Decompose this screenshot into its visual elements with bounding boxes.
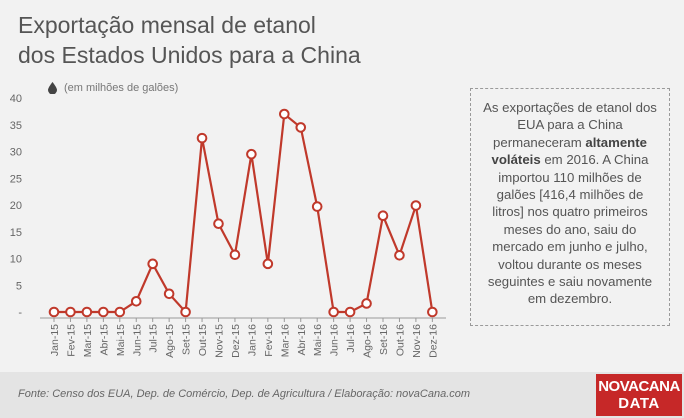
annotation-bold: altamente voláteis [491, 134, 647, 168]
y-tick-label: 5 [16, 280, 22, 292]
unit-label: (em milhões de galões) [48, 82, 178, 94]
annotation-text-1: As exportações de etanol dos EUA para a … [483, 100, 657, 150]
data-point [344, 306, 356, 318]
x-tick-label: Ago-15 [164, 324, 176, 358]
data-point [427, 306, 438, 318]
x-tick-label: Nov-15 [214, 324, 226, 358]
y-tick-label: 30 [10, 147, 22, 159]
y-tick-label: 25 [10, 173, 22, 185]
chart-title-line1: Exportação mensal de etanol [18, 12, 316, 38]
data-point [394, 249, 405, 261]
x-tick-label: Ago-16 [362, 324, 374, 358]
data-point [279, 108, 290, 120]
y-tick-label: 10 [10, 254, 22, 266]
data-point [246, 148, 257, 160]
data-point [180, 306, 191, 318]
unit-label-text: (em milhões de galões) [64, 82, 179, 94]
x-tick-label: Mar-15 [82, 324, 94, 357]
data-point [262, 258, 274, 270]
y-tick-label: 15 [10, 227, 22, 239]
novacana-logo: NOVACANA DATA [596, 374, 682, 416]
data-point [48, 306, 60, 318]
data-point [295, 122, 307, 133]
x-tick-label: Nov-16 [411, 324, 423, 358]
series-line [54, 112, 434, 314]
chart-title: Exportação mensal de etanol dos Estados … [18, 10, 458, 70]
data-point [65, 306, 76, 318]
x-tick-label: Set-16 [378, 324, 390, 355]
data-point [163, 288, 175, 300]
x-tick-label: Dez-16 [427, 324, 439, 358]
annotation-text-2: em 2016. A China importou 110 milhões de… [487, 152, 653, 307]
x-tick-label: Jun-16 [329, 324, 341, 356]
x-tick-label: Mai-16 [312, 324, 324, 356]
data-point [130, 296, 142, 307]
x-tick-label: Set-15 [181, 324, 193, 355]
data-point [410, 200, 422, 211]
x-tick-label: Dez-15 [230, 324, 242, 358]
y-tick-label: 20 [10, 200, 22, 212]
data-point [311, 201, 323, 212]
logo-line1: NOVACANA [598, 378, 680, 395]
x-tick-label: Jun-15 [131, 324, 143, 356]
data-point [81, 306, 93, 318]
x-tick-label: Mai-15 [115, 324, 127, 356]
x-tick-label: Abr-15 [98, 324, 110, 356]
data-point [328, 306, 339, 318]
x-tick-label: Jul-16 [345, 324, 357, 353]
x-tick-label: Fev-16 [263, 324, 275, 357]
y-tick-label: 40 [10, 93, 22, 105]
data-point [114, 306, 126, 318]
data-point [213, 218, 224, 230]
data-point [147, 258, 158, 270]
x-tick-label: Fev-15 [65, 324, 77, 357]
data-point [361, 298, 372, 309]
data-point [98, 306, 109, 318]
line-chart: - 5 10 15 20 25 30 35 40 Jan-15 Fev-15 Mar-15 Abr-15… [10, 93, 446, 358]
data-point [196, 132, 208, 144]
y-tick-label: - [18, 307, 22, 319]
x-tick-label: Out-16 [394, 324, 406, 356]
data-point [377, 210, 389, 221]
footer [0, 372, 684, 418]
y-tick-label: 35 [10, 120, 22, 132]
x-tick-label: Mar-16 [279, 324, 291, 357]
x-tick-label: Abr-16 [296, 324, 308, 356]
data-point [229, 249, 241, 261]
x-tick-label: Jan-16 [246, 324, 258, 356]
annotation-box: As exportações de etanol dos EUA para a … [470, 88, 670, 326]
x-tick-label: Jan-15 [49, 324, 61, 356]
x-tick-label: Jul-15 [148, 324, 160, 353]
source-note: Fonte: Censo dos EUA, Dep. de Comércio, … [18, 388, 471, 400]
drop-icon [48, 82, 57, 94]
x-tick-label: Out-15 [197, 324, 209, 356]
logo-line2: DATA [618, 395, 660, 412]
chart-title-line2: dos Estados Unidos para a China [18, 42, 361, 68]
